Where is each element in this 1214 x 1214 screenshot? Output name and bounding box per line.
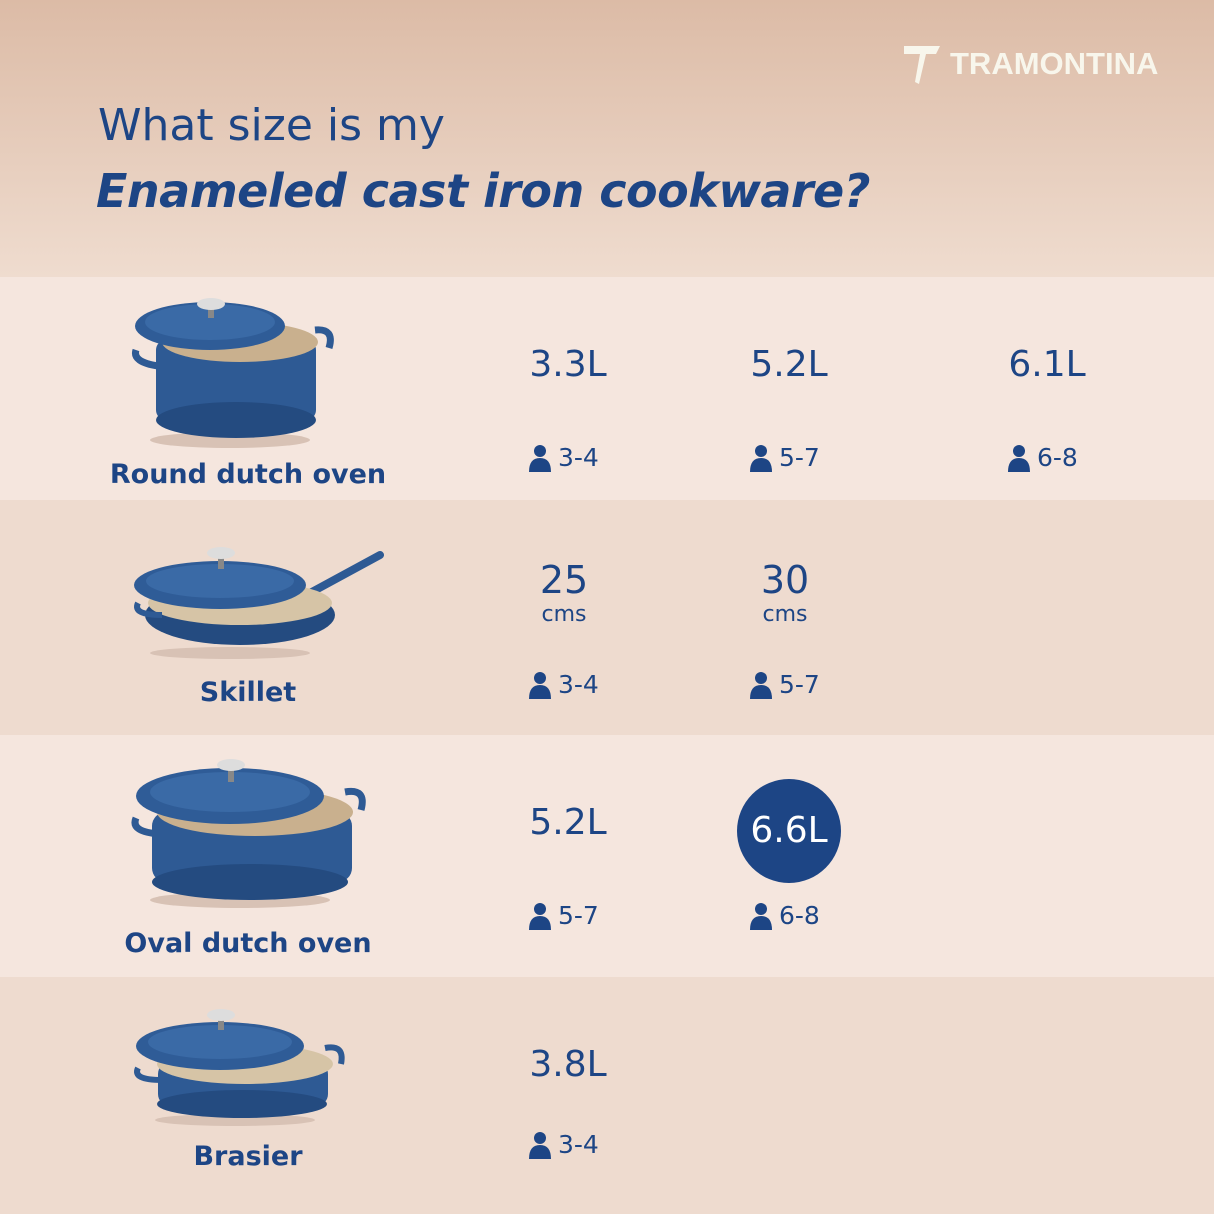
product-name: Round dutch oven [109, 459, 387, 490]
size-unit: cms [541, 602, 587, 627]
size-value: 5.2L [529, 802, 607, 843]
size-value: 25 cms [484, 558, 644, 628]
size-value: 6.6L [750, 810, 828, 852]
title-line-2: Enameled cast iron cookware? [96, 164, 870, 218]
brand-logo: TRAMONTINA [902, 42, 1158, 86]
person-icon [750, 445, 772, 472]
size-value: 6.1L [1008, 344, 1086, 385]
round-image [130, 290, 340, 454]
person-icon [529, 903, 551, 930]
size-value: 5.2L [750, 344, 828, 385]
servings-text: 5-7 [558, 901, 599, 930]
size-value: 3.3L [529, 344, 607, 385]
person-icon [529, 445, 551, 472]
servings-text: 3-4 [558, 1130, 599, 1159]
product-name: Brasier [193, 1141, 303, 1172]
size-value: 3.8L [529, 1044, 607, 1085]
servings-text: 5-7 [779, 443, 820, 472]
product-name: Oval dutch oven [124, 928, 372, 959]
size-value: 30 cms [705, 558, 865, 628]
servings-text: 3-4 [558, 443, 599, 472]
servings: 3-4 [528, 670, 599, 700]
servings: 5-7 [528, 901, 599, 931]
brasier-image [130, 1000, 360, 1134]
size-number: 30 [760, 558, 810, 602]
servings-text: 6-8 [779, 901, 820, 930]
servings: 5-7 [749, 443, 820, 473]
skillet-image [130, 543, 390, 667]
servings: 6-8 [749, 901, 820, 931]
logo-text: TRAMONTINA [950, 46, 1159, 81]
size-number: 25 [539, 558, 589, 602]
servings: 5-7 [749, 670, 820, 700]
size-unit: cms [762, 602, 808, 627]
servings: 3-4 [528, 443, 599, 473]
servings-text: 5-7 [779, 670, 820, 699]
person-icon [750, 903, 772, 930]
person-icon [1008, 445, 1030, 472]
oval-image [130, 752, 370, 916]
servings: 3-4 [528, 1130, 599, 1160]
size-value-highlighted: 6.6L [737, 779, 841, 883]
person-icon [750, 672, 772, 699]
servings-text: 3-4 [558, 670, 599, 699]
person-icon [529, 672, 551, 699]
header: TRAMONTINA What size is my Enameled cast… [0, 0, 1214, 277]
title-line-1: What size is my [98, 100, 445, 151]
product-name: Skillet [199, 677, 297, 708]
servings: 6-8 [1007, 443, 1078, 473]
person-icon [529, 1132, 551, 1159]
tramontina-t-icon [904, 46, 940, 84]
servings-text: 6-8 [1037, 443, 1078, 472]
